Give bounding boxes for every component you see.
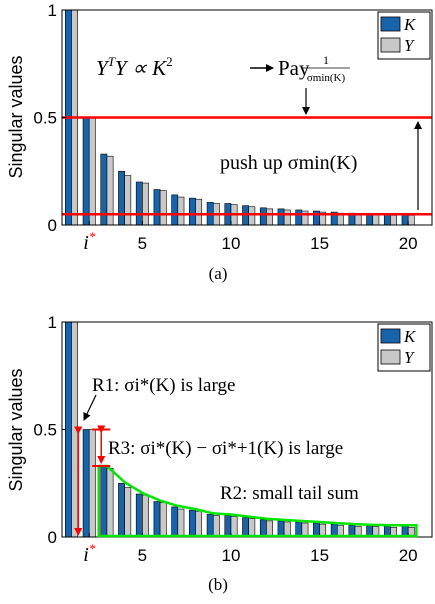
x-tick-label: 20: [399, 546, 418, 565]
r1-annotation: R1: σi*(K) is large: [92, 375, 235, 396]
equation-annotation: YTY ∝ K2: [96, 54, 173, 80]
bar-k-12: [259, 207, 267, 226]
bar-y-2: [88, 117, 96, 226]
bar-k-10: [224, 515, 232, 538]
x-tick-label: 5: [138, 234, 147, 253]
panel-b: 00.51 i* 5 10 15 20 Singular values K Y R1: …: [6, 313, 433, 594]
r3-annotation: R3: σi*(K) − σi*+1(K) is large: [108, 438, 343, 459]
legend-swatch-y: [380, 349, 401, 365]
legend-label-k: K: [403, 15, 417, 34]
legend-swatch-k: [380, 16, 401, 32]
bar-y-11: [248, 206, 256, 226]
y-ticks-b: 00.51: [33, 313, 66, 547]
bar-y-4: [124, 487, 132, 538]
r1-pointer-arrow: [83, 394, 97, 421]
bar-y-11: [248, 518, 256, 538]
bar-k-7: [171, 506, 179, 538]
bar-y-6: [159, 502, 167, 538]
bar-k-14: [295, 209, 303, 226]
bar-k-4: [118, 170, 125, 226]
bar-k-6: [153, 501, 161, 538]
bar-y-8: [195, 510, 203, 538]
bar-y-1: [71, 321, 78, 538]
legend-swatch-k: [380, 328, 401, 344]
bar-y-20: [407, 215, 415, 226]
x-ticks-b: i* 5 10 15 20: [83, 533, 418, 566]
x-ticks-a: i* 5 10 15 20: [83, 221, 418, 254]
bar-y-12: [266, 520, 273, 538]
bar-k-4: [118, 482, 125, 538]
panel-label-b: (b): [208, 575, 228, 594]
bar-y-8: [195, 198, 203, 226]
bar-k-2: [82, 117, 90, 226]
bar-y-6: [159, 190, 167, 226]
bar-y-12: [266, 208, 273, 226]
bar-k-7: [171, 194, 179, 226]
tail-sum-outline: [97, 464, 418, 538]
bars-b: [65, 321, 415, 538]
bar-y-7: [177, 508, 185, 538]
legend-label-y: Y: [404, 36, 415, 55]
y-tick-label: 1: [48, 313, 57, 332]
x-tick-label: 15: [310, 546, 329, 565]
bar-k-14: [295, 521, 303, 538]
axes-box-b: [61, 321, 433, 538]
y-tick-label: 0.5: [33, 109, 57, 128]
bar-k-6: [153, 189, 161, 226]
bar-k-1: [65, 321, 72, 538]
bar-k-9: [206, 514, 214, 538]
bar-y-13: [283, 521, 291, 538]
bar-y-17: [354, 213, 362, 226]
y-tick-label: 0: [48, 528, 57, 547]
bar-y-3: [106, 467, 114, 538]
x-tick-label: 15: [310, 234, 329, 253]
y-ticks-a: 00.51: [33, 1, 66, 235]
legend-a: K Y: [377, 11, 431, 60]
bar-y-5: [142, 182, 149, 226]
y-tick-label: 1: [48, 1, 57, 20]
push-up-annotation: push up σmin(K): [220, 152, 357, 174]
y-axis-label-b: Singular values: [6, 368, 26, 491]
x-tick-label-istar: i*: [83, 229, 96, 254]
bar-y-5: [142, 494, 149, 538]
bar-k-12: [259, 519, 267, 538]
bar-k-5: [135, 493, 143, 538]
x-tick-label: 20: [399, 234, 418, 253]
legend-swatch-y: [380, 37, 401, 53]
bar-k-20: [401, 213, 409, 226]
bar-y-7: [177, 196, 185, 226]
bar-y-13: [283, 209, 291, 226]
legend-b: K Y: [377, 323, 431, 372]
bar-k-8: [189, 509, 196, 538]
bar-y-10: [230, 516, 238, 538]
bar-y-19: [390, 215, 397, 226]
bar-k-3: [100, 465, 108, 538]
y-tick-label: 0: [48, 216, 57, 235]
bar-k-11: [242, 517, 249, 538]
bar-k-13: [277, 520, 285, 538]
bar-y-9: [212, 515, 220, 538]
bar-k-19: [383, 213, 391, 226]
bar-y-18: [372, 214, 380, 226]
bar-k-13: [277, 208, 285, 226]
x-tick-label-istar: i*: [83, 541, 96, 566]
bar-y-2: [88, 429, 96, 538]
panel-a: 00.51 i* 5 10 15 20 Singular values K Y YTY …: [6, 1, 433, 283]
panel-label-a: (a): [209, 264, 228, 283]
y-axis-label-a: Singular values: [6, 55, 26, 178]
x-tick-label: 10: [222, 234, 241, 253]
legend-label-y: Y: [404, 348, 415, 367]
x-tick-label: 10: [222, 546, 241, 565]
bar-k-5: [135, 181, 143, 226]
bar-k-8: [189, 197, 196, 226]
y-tick-label: 0.5: [33, 421, 57, 440]
r2-annotation: R2: small tail sum: [220, 483, 359, 504]
x-tick-label: 5: [138, 546, 147, 565]
bar-k-2: [82, 429, 90, 538]
legend-label-k: K: [403, 327, 417, 346]
fraction-numerator: 1: [323, 53, 329, 67]
fraction-denominator: σmin(K): [307, 72, 346, 84]
bar-y-4: [124, 175, 132, 226]
